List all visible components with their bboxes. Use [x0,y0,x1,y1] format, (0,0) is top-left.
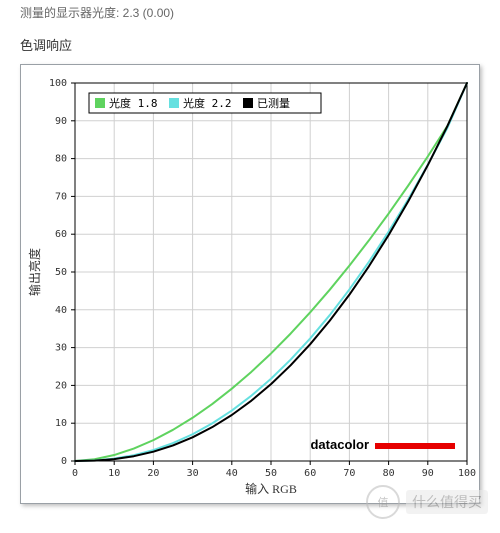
svg-text:20: 20 [55,380,67,391]
svg-text:70: 70 [343,468,355,479]
svg-text:80: 80 [383,468,395,479]
svg-text:50: 50 [55,267,67,278]
svg-text:0: 0 [72,468,78,479]
svg-text:100: 100 [49,78,67,89]
svg-text:40: 40 [226,468,238,479]
svg-text:60: 60 [55,229,67,240]
svg-text:100: 100 [458,468,476,479]
svg-text:20: 20 [147,468,159,479]
svg-text:10: 10 [55,418,67,429]
svg-text:60: 60 [304,468,316,479]
svg-text:90: 90 [55,116,67,127]
svg-text:输出亮度: 输出亮度 [27,248,42,296]
section-title: 色调响应 [20,35,480,54]
svg-text:40: 40 [55,305,67,316]
svg-text:80: 80 [55,154,67,165]
svg-text:datacolor: datacolor [310,437,369,452]
svg-text:30: 30 [187,468,199,479]
svg-text:90: 90 [422,468,434,479]
svg-text:50: 50 [265,468,277,479]
svg-text:光度 2.2: 光度 2.2 [183,96,232,110]
svg-text:已测量: 已测量 [257,97,290,110]
svg-text:10: 10 [108,468,120,479]
svg-text:光度 1.8: 光度 1.8 [109,96,158,110]
svg-text:0: 0 [61,456,67,467]
tone-response-chart: 0 10 20 30 40 50 60 70 80 90 100 0 10 20 30 40 50 60 70 80 9… [20,64,480,504]
measured-gamma-line: 测量的显示器光度: 2.3 (0.00) [20,4,480,21]
svg-text:70: 70 [55,191,67,202]
svg-text:30: 30 [55,343,67,354]
svg-text:输入 RGB: 输入 RGB [245,481,297,496]
